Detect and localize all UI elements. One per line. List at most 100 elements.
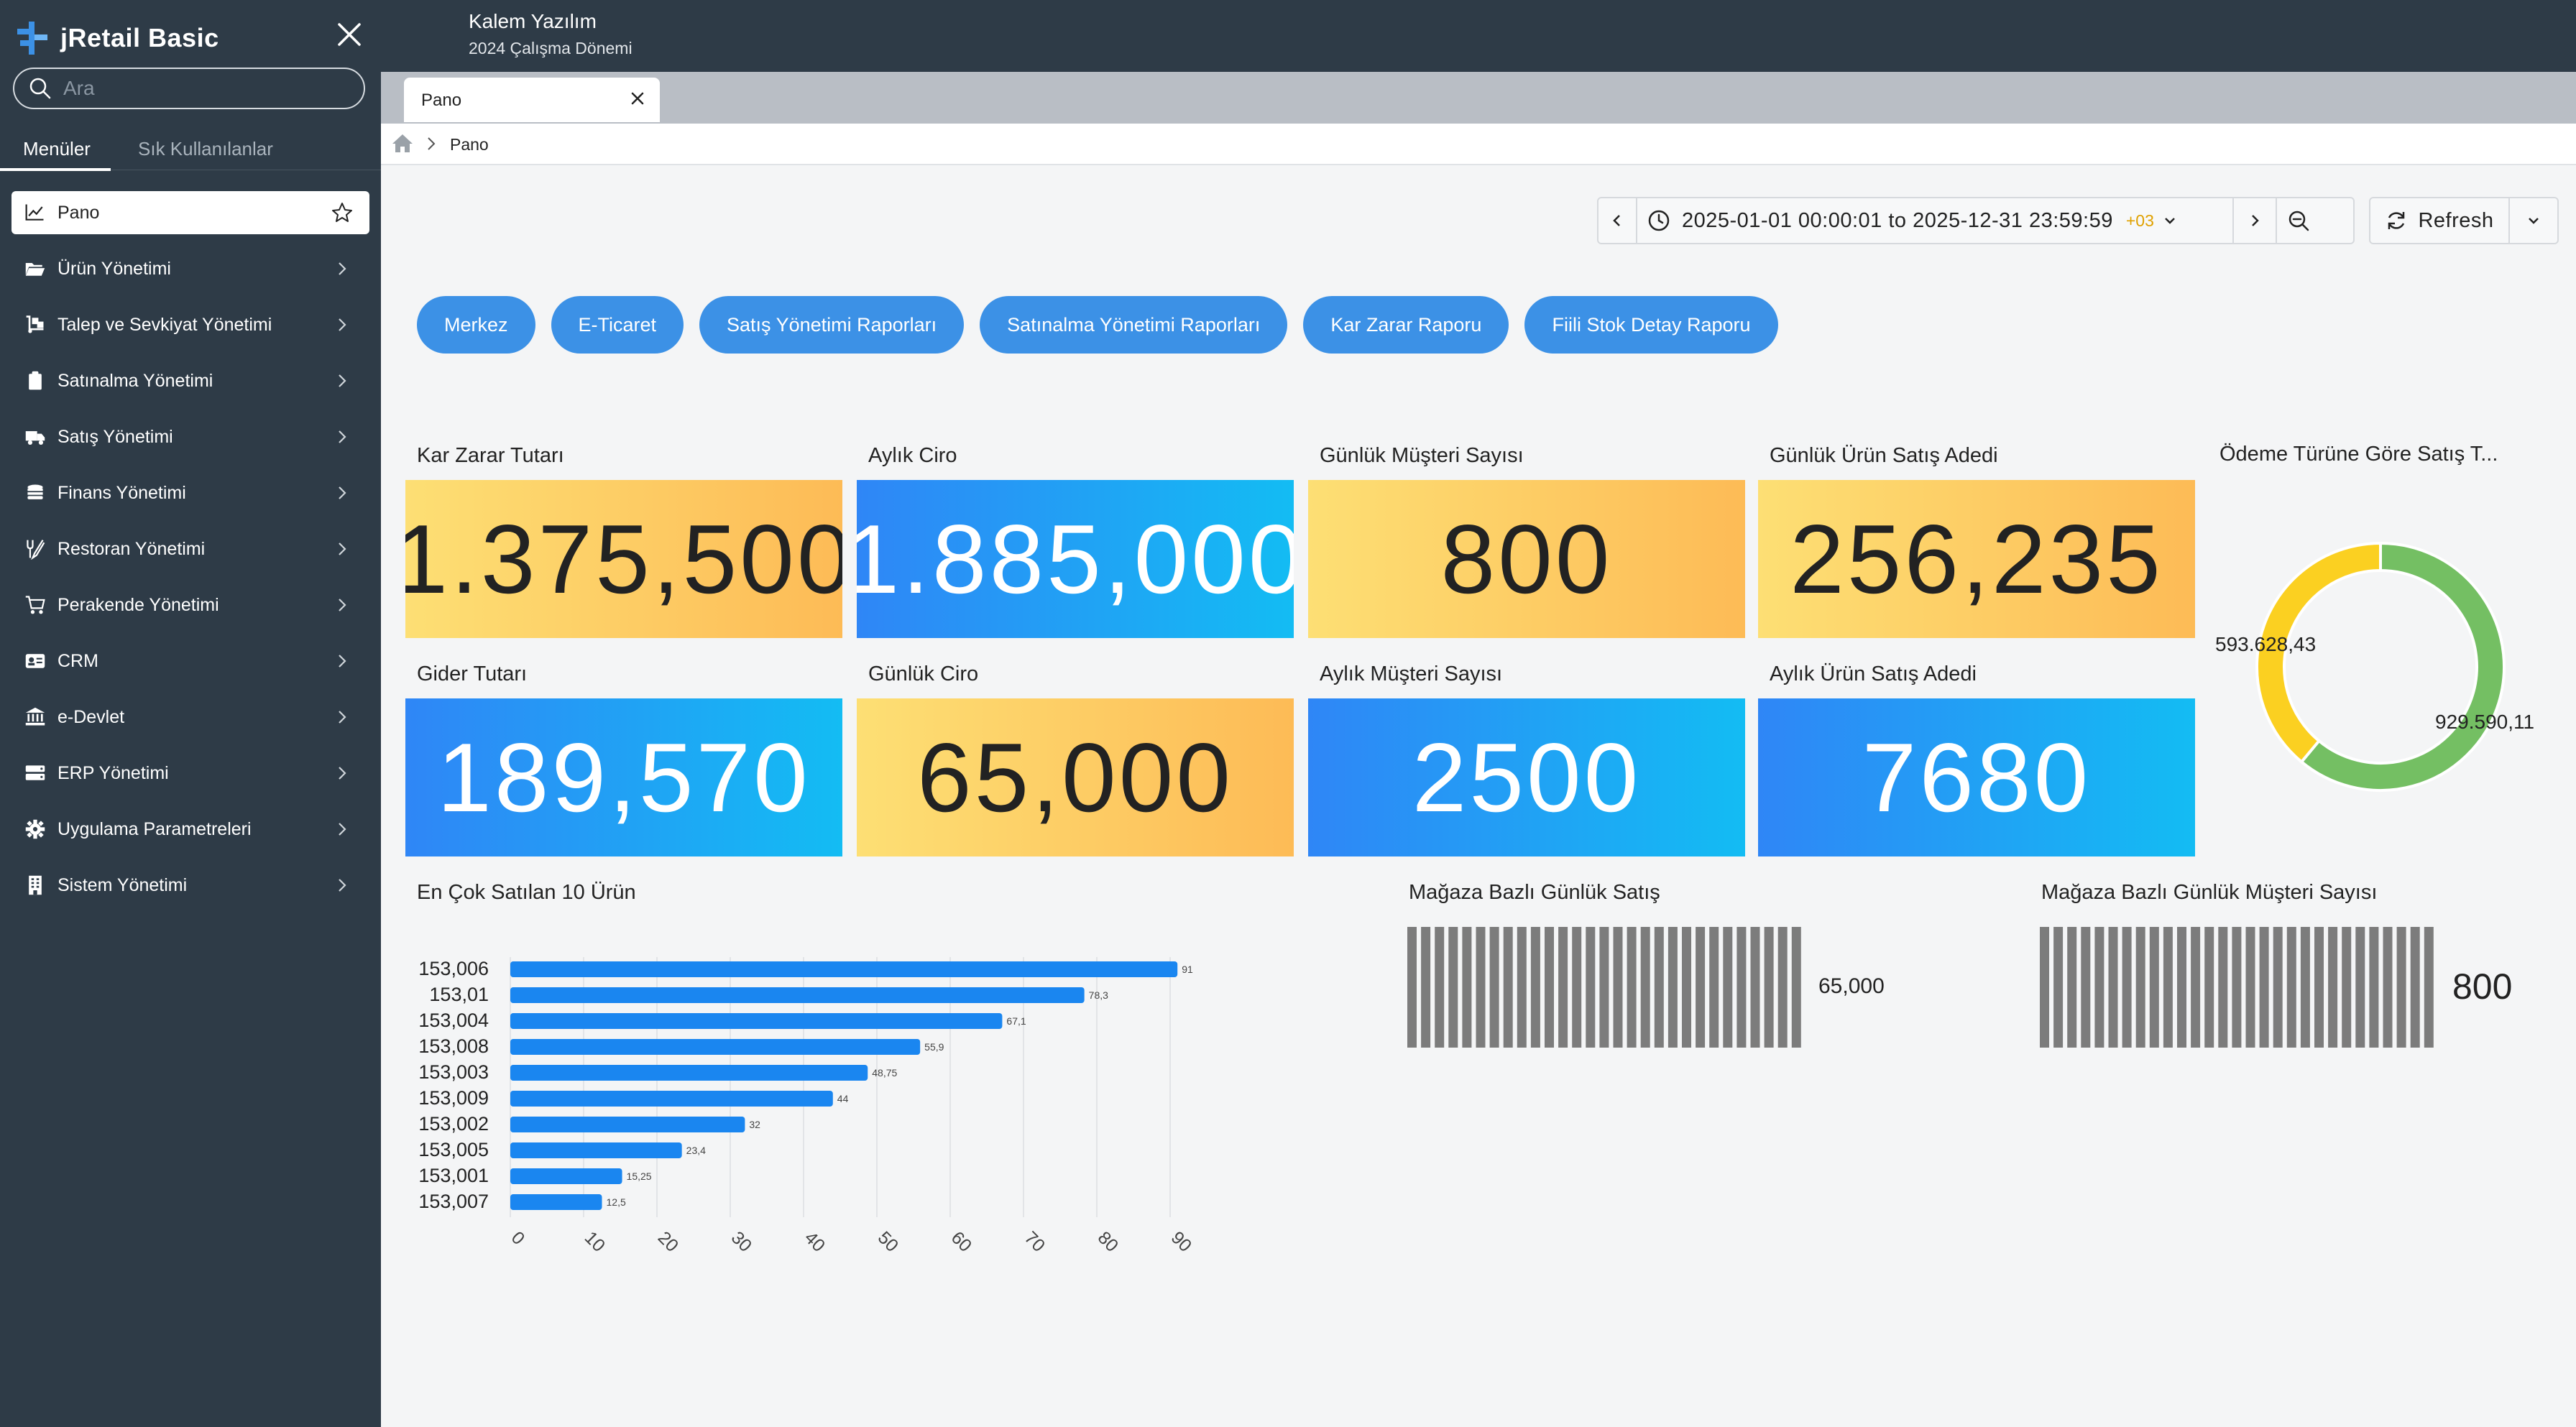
quick-button-3[interactable]: Satınalma Yönetimi Raporları xyxy=(980,296,1288,354)
sidebar-item-3[interactable]: Satınalma Yönetimi xyxy=(12,359,369,402)
stat-title: Günlük Müşteri Sayısı xyxy=(1320,444,1524,467)
bar-3[interactable] xyxy=(510,1039,921,1055)
utensils-icon xyxy=(23,537,47,561)
sidebar-search-input[interactable] xyxy=(62,76,352,101)
bar-2[interactable] xyxy=(510,1013,1003,1029)
payment-type-donut-chart: 929.590,11 593.628,43 xyxy=(2215,541,2534,792)
home-icon[interactable] xyxy=(391,132,414,154)
zoom-out-button[interactable] xyxy=(2277,198,2320,243)
tab-favorites[interactable]: Sık Kullanılanlar xyxy=(138,138,273,160)
x-tick-label: 70 xyxy=(1021,1227,1049,1255)
company-name: Kalem Yazılım xyxy=(469,10,597,32)
close-icon xyxy=(338,23,361,46)
chevron-right-icon xyxy=(331,874,354,897)
stat-title: Günlük Ürün Satış Adedi xyxy=(1770,444,1998,467)
gauge-segment xyxy=(2177,927,2186,1048)
chevron-right-icon xyxy=(331,762,354,785)
sidebar-tabs: Menüler Sık Kullanılanlar xyxy=(0,122,381,171)
bar-7[interactable] xyxy=(510,1142,682,1158)
gauge-segment xyxy=(2067,927,2077,1048)
star-icon[interactable] xyxy=(331,201,354,224)
sidebar-item-8[interactable]: CRM xyxy=(12,639,369,683)
refresh-icon xyxy=(2388,212,2405,229)
gauge-segment xyxy=(2122,927,2132,1048)
bar-6[interactable] xyxy=(510,1117,745,1132)
sidebar-item-10[interactable]: ERP Yönetimi xyxy=(12,752,369,795)
gauge-segment xyxy=(1709,927,1719,1048)
donut-slice-1[interactable] xyxy=(2255,541,2382,765)
stat-panel: 2500 xyxy=(1308,698,1745,856)
stat-title: Kar Zarar Tutarı xyxy=(417,444,564,467)
store-daily-sales-value: 65,000 xyxy=(1818,974,1885,998)
donut-label-1: 593.628,43 xyxy=(2215,633,2316,655)
category-label: 153,009 xyxy=(418,1087,489,1109)
gauge-segment xyxy=(2300,927,2310,1048)
sidebar-item-0[interactable]: Pano xyxy=(12,191,369,234)
gauge-segment xyxy=(2286,927,2296,1048)
quick-button-2[interactable]: Satış Yönetimi Raporları xyxy=(699,296,965,354)
gauge-segment xyxy=(2314,927,2324,1048)
bar-1[interactable] xyxy=(510,987,1085,1003)
time-forward-button[interactable] xyxy=(2234,198,2276,243)
sidebar-item-label: CRM xyxy=(58,650,98,671)
gauge-segment xyxy=(1489,927,1499,1048)
sidebar-item-label: Ürün Yönetimi xyxy=(58,258,171,279)
quick-button-5[interactable]: Fiili Stok Detay Raporu xyxy=(1524,296,1778,354)
close-sidebar-button[interactable] xyxy=(328,13,371,56)
bar-0[interactable] xyxy=(510,961,1178,977)
bar-4[interactable] xyxy=(510,1065,868,1081)
stat-value: 2500 xyxy=(1412,723,1642,832)
sidebar-item-label: Finans Yönetimi xyxy=(58,482,186,503)
x-tick-label: 60 xyxy=(947,1227,975,1255)
sidebar-item-5[interactable]: Finans Yönetimi xyxy=(12,471,369,514)
sidebar-item-12[interactable]: Sistem Yönetimi xyxy=(12,864,369,907)
close-tab-icon[interactable] xyxy=(627,88,648,109)
chevron-right-icon xyxy=(331,313,354,336)
tab-label: Pano xyxy=(421,91,462,110)
sidebar-item-label: Uygulama Parametreleri xyxy=(58,818,252,839)
sidebar-item-6[interactable]: Restoran Yönetimi xyxy=(12,527,369,571)
gauge-segment xyxy=(1572,927,1582,1048)
x-tick-label: 0 xyxy=(507,1227,529,1249)
store-daily-customers-gauge xyxy=(2040,927,2434,1048)
category-label: 153,004 xyxy=(418,1010,489,1031)
value-label: 23,4 xyxy=(686,1145,706,1156)
sidebar-nav: Pano Ürün Yönetimi Talep ve Sevkiyat Yönet… xyxy=(0,191,381,920)
time-range-button[interactable]: 2025-01-01 00:00:01 to 2025-12-31 23:59:… xyxy=(1637,198,2232,243)
sidebar-item-label: Pano xyxy=(58,202,100,223)
brand-name: jRetail Basic xyxy=(60,23,219,52)
quick-button-1[interactable]: E-Ticaret xyxy=(551,296,684,354)
folder-open-icon xyxy=(23,257,47,281)
sidebar-item-4[interactable]: Satış Yönetimi xyxy=(12,415,369,458)
gauge-segment xyxy=(2273,927,2283,1048)
gauge-segment xyxy=(1448,927,1458,1048)
refresh-button[interactable]: Refresh xyxy=(2370,198,2508,243)
sidebar-item-7[interactable]: Perakende Yönetimi xyxy=(12,583,369,627)
gauge-segment xyxy=(1723,927,1733,1048)
category-label: 153,008 xyxy=(418,1035,489,1057)
bar-8[interactable] xyxy=(510,1168,622,1184)
quick-button-0[interactable]: Merkez xyxy=(417,296,535,354)
sidebar-item-11[interactable]: Uygulama Parametreleri xyxy=(12,808,369,851)
time-back-button[interactable] xyxy=(1598,198,1636,243)
stat-value: 1.375,500 xyxy=(405,504,842,614)
bar-9[interactable] xyxy=(510,1194,602,1210)
coins-icon xyxy=(23,481,47,505)
time-range-picker: 2025-01-01 00:00:01 to 2025-12-31 23:59:… xyxy=(1597,197,2355,244)
sidebar-item-1[interactable]: Ürün Yönetimi xyxy=(12,247,369,290)
refresh-interval-dropdown[interactable] xyxy=(2510,198,2557,243)
tab-bar: Pano xyxy=(381,72,2576,124)
tab-menus[interactable]: Menüler xyxy=(0,131,111,171)
stat-title: Günlük Ciro xyxy=(868,662,979,685)
sidebar-item-2[interactable]: Talep ve Sevkiyat Yönetimi xyxy=(12,303,369,346)
stat-panel: 256,235 xyxy=(1758,480,2195,638)
tab-pano[interactable]: Pano xyxy=(404,78,660,122)
quick-button-4[interactable]: Kar Zarar Raporu xyxy=(1303,296,1509,354)
bar-5[interactable] xyxy=(510,1091,833,1107)
sidebar-item-label: Talep ve Sevkiyat Yönetimi xyxy=(58,314,272,335)
sidebar-item-9[interactable]: e-Devlet xyxy=(12,696,369,739)
stat-value: 7680 xyxy=(1862,723,2092,832)
brand: jRetail Basic xyxy=(13,13,219,63)
donut-slice-0[interactable] xyxy=(2299,541,2506,792)
gauge-segment xyxy=(2081,927,2091,1048)
